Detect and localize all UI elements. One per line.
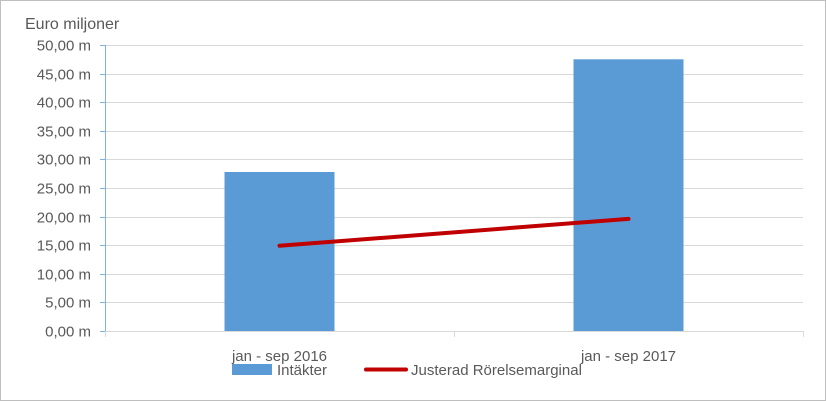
y-tick-label: 0,00 m — [45, 324, 91, 341]
legend-swatch-intakter — [232, 364, 272, 375]
axes — [100, 45, 804, 337]
legend-label-intakter[interactable]: Intäkter — [277, 362, 327, 379]
legend[interactable]: Intäkter Justerad Rörelsemarginal — [232, 362, 582, 379]
x-category-label: jan - sep 2017 — [580, 348, 676, 365]
y-tick-label: 40,00 m — [37, 95, 91, 112]
bar-intakter — [224, 171, 335, 331]
bar-intakter — [573, 59, 684, 332]
y-tick-label: 35,00 m — [37, 124, 91, 141]
line-series — [277, 216, 631, 248]
x-axis-category-labels: jan - sep 2016 jan - sep 2017 — [231, 348, 676, 365]
y-axis-tick-labels: 0,00 m 5,00 m 10,00 m 15,00 m 20,00 m 25,00 m… — [37, 38, 91, 341]
y-tick-label: 45,00 m — [37, 67, 91, 84]
y-tick-label: 50,00 m — [37, 38, 91, 55]
x-category-label: jan - sep 2016 — [231, 348, 327, 365]
legend-label-justerad-rorelsemarginal[interactable]: Justerad Rörelsemarginal — [411, 362, 582, 379]
gridlines — [105, 45, 803, 303]
y-tick-label: 30,00 m — [37, 152, 91, 169]
y-tick-label: 20,00 m — [37, 210, 91, 227]
bars — [224, 59, 684, 332]
line-justerad-rorelsemarginal — [277, 216, 631, 248]
y-tick-label: 25,00 m — [37, 181, 91, 198]
y-tick-label: 15,00 m — [37, 238, 91, 255]
y-axis-unit-label: Euro miljoner — [25, 16, 120, 33]
y-tick-label: 5,00 m — [45, 295, 91, 312]
y-tick-label: 10,00 m — [37, 267, 91, 284]
